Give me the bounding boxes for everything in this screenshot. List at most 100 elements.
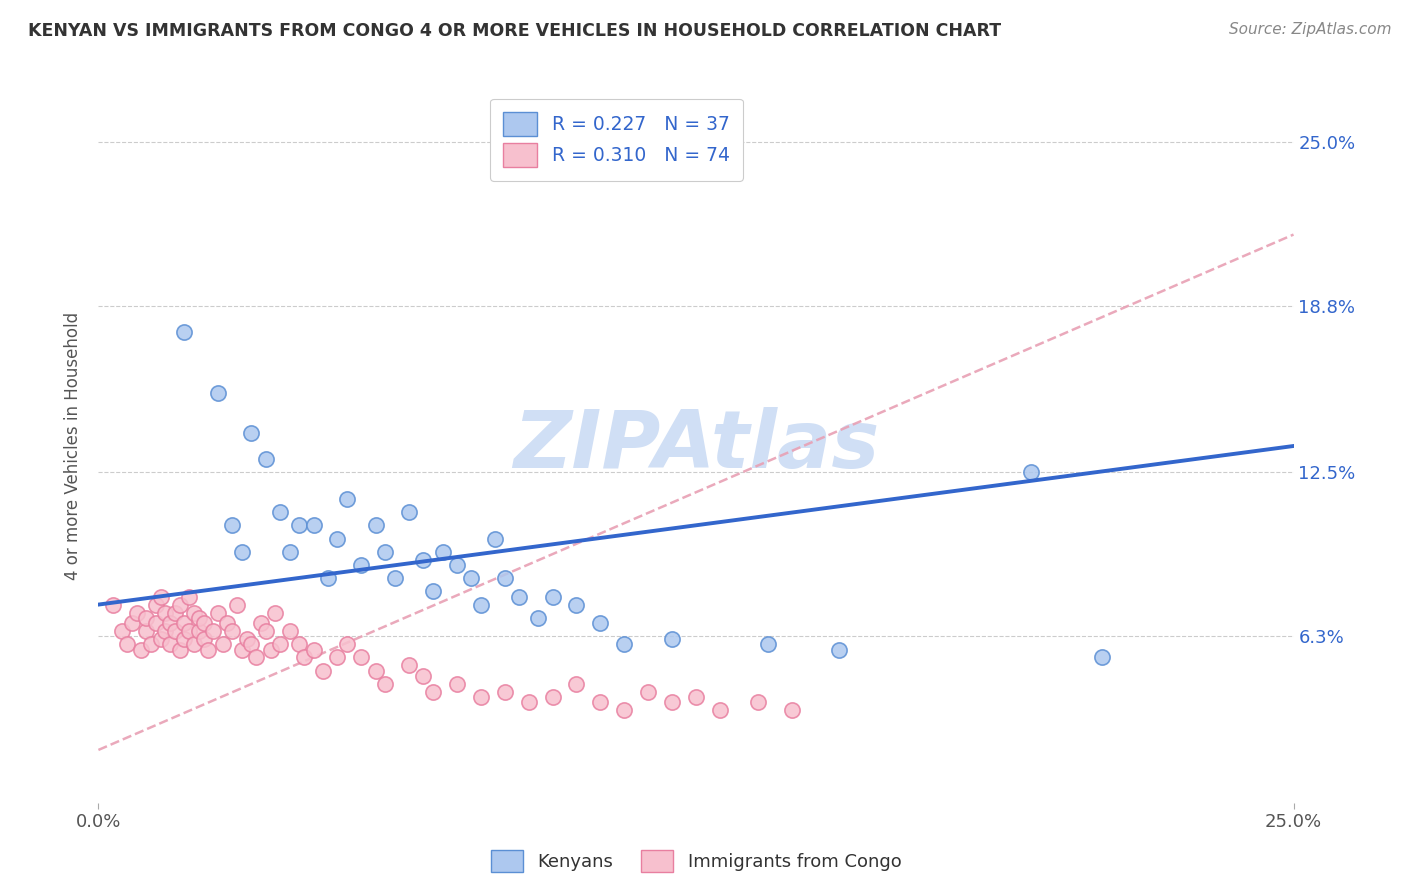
Point [173, 632, 195, 646]
Point [494, 685, 516, 699]
Point [494, 571, 516, 585]
Point [422, 685, 444, 699]
Point [245, 650, 267, 665]
Point [231, 642, 253, 657]
Point [302, 642, 325, 657]
Point [250, 616, 273, 631]
Point [350, 558, 373, 572]
Point [264, 606, 287, 620]
Point [398, 505, 420, 519]
Point [541, 590, 564, 604]
Point [589, 616, 612, 631]
Point [709, 703, 731, 717]
Point [446, 677, 468, 691]
Point [828, 642, 851, 657]
Point [422, 584, 444, 599]
Point [661, 632, 683, 646]
Point [517, 695, 540, 709]
Point [221, 624, 243, 638]
Point [398, 658, 420, 673]
Point [155, 606, 177, 620]
Point [288, 518, 311, 533]
Point [508, 590, 530, 604]
Text: Source: ZipAtlas.com: Source: ZipAtlas.com [1229, 22, 1392, 37]
Point [613, 703, 636, 717]
Point [135, 611, 157, 625]
Point [685, 690, 707, 704]
Point [145, 616, 167, 631]
Point [412, 669, 434, 683]
Point [207, 386, 229, 401]
Text: KENYAN VS IMMIGRANTS FROM CONGO 4 OR MORE VEHICLES IN HOUSEHOLD CORRELATION CHAR: KENYAN VS IMMIGRANTS FROM CONGO 4 OR MOR… [28, 22, 1001, 40]
Point [149, 590, 172, 604]
Point [756, 637, 779, 651]
Point [278, 624, 301, 638]
Point [288, 637, 311, 651]
Point [187, 624, 209, 638]
Point [269, 505, 291, 519]
Point [747, 695, 769, 709]
Point [302, 518, 325, 533]
Point [173, 616, 195, 631]
Point [374, 677, 396, 691]
Point [149, 632, 172, 646]
Point [125, 606, 148, 620]
Point [589, 695, 612, 709]
Point [316, 571, 339, 585]
Point [364, 518, 387, 533]
Point [292, 650, 315, 665]
Point [565, 677, 588, 691]
Point [1091, 650, 1114, 665]
Point [780, 703, 803, 717]
Point [326, 532, 349, 546]
Point [179, 590, 201, 604]
Point [202, 624, 225, 638]
Point [169, 598, 191, 612]
Point [235, 632, 257, 646]
Point [226, 598, 249, 612]
Point [169, 642, 191, 657]
Point [374, 545, 396, 559]
Point [135, 624, 157, 638]
Point [384, 571, 406, 585]
Point [121, 616, 143, 631]
Point [1019, 466, 1042, 480]
Point [211, 637, 233, 651]
Y-axis label: 4 or more Vehicles in Household: 4 or more Vehicles in Household [65, 312, 83, 580]
Point [446, 558, 468, 572]
Point [254, 624, 277, 638]
Point [240, 637, 263, 651]
Point [412, 552, 434, 566]
Point [159, 616, 181, 631]
Point [193, 632, 215, 646]
Point [183, 637, 205, 651]
Point [240, 425, 263, 440]
Point [484, 532, 506, 546]
Point [101, 598, 124, 612]
Point [163, 606, 186, 620]
Point [432, 545, 454, 559]
Point [131, 642, 153, 657]
Point [173, 326, 195, 340]
Point [336, 491, 359, 506]
Point [115, 637, 138, 651]
Point [527, 611, 550, 625]
Point [364, 664, 387, 678]
Point [259, 642, 281, 657]
Point [278, 545, 301, 559]
Point [231, 545, 253, 559]
Point [637, 685, 659, 699]
Point [187, 611, 209, 625]
Point [460, 571, 482, 585]
Point [217, 616, 239, 631]
Point [145, 598, 167, 612]
Point [163, 624, 186, 638]
Point [159, 637, 181, 651]
Point [350, 650, 373, 665]
Point [254, 452, 277, 467]
Point [613, 637, 636, 651]
Legend: Kenyans, Immigrants from Congo: Kenyans, Immigrants from Congo [484, 843, 908, 880]
Point [470, 598, 492, 612]
Point [179, 624, 201, 638]
Point [221, 518, 243, 533]
